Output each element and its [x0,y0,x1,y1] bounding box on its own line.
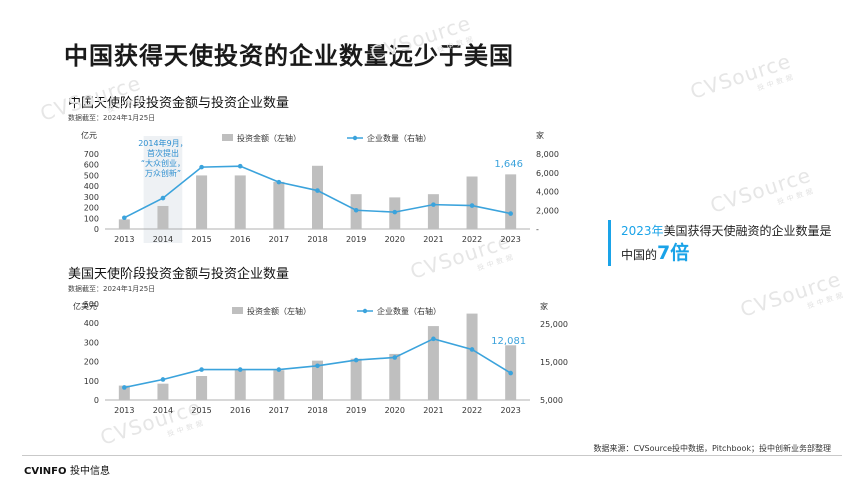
callout-multiple: 7倍 [657,242,689,264]
chart2-x-tick: 2014 [153,406,173,415]
chart2-point [315,364,320,369]
chart2-bar [389,354,400,400]
chart2-x-tick: 2017 [269,406,289,415]
chart2-point [470,347,475,352]
chart2-x-tick: 2015 [191,406,211,415]
chart2-bar [467,314,478,400]
chart2-bar [351,359,362,400]
chart2-point [199,367,204,372]
chart2-svg: 亿美元 家 0 100 200 300 400 500 5,000 15,000 25,000 12,… [0,0,600,430]
chart2-point [392,355,397,360]
chart2-left-tick: 300 [84,338,99,347]
footer-logo: CVINFO 投中信息 [24,462,110,477]
chart2-point [161,377,166,382]
chart2-bar [235,369,246,400]
chart2-x-tick: 2023 [501,406,521,415]
footer-divider [22,455,842,456]
chart2-left-tick: 200 [84,358,99,367]
chart2-left-tick: 500 [84,300,99,309]
chart2-point [508,371,513,376]
chart2-x-tick: 2018 [307,406,327,415]
chart2-point [238,367,243,372]
chart2-right-tick: 5,000 [540,396,563,405]
chart2-x-tick: 2019 [346,406,366,415]
watermark: CVSource 投中数据 [687,49,797,114]
chart2-point-label: 12,081 [491,336,526,347]
chart2-legend-line-dot [363,309,367,313]
callout-year: 2023年 [621,224,664,238]
chart2-x-tick: 2020 [385,406,405,415]
chart2-point [277,367,282,372]
chart2-point [431,337,436,342]
callout-text: 美国获得天使融资的企业数量是 [664,224,832,238]
chart2-x-tick: 2013 [114,406,134,415]
chart2-right-tick: 15,000 [540,358,568,367]
chart2-point [354,358,359,363]
chart2-right-tick: 25,000 [540,320,568,329]
chart2-left-tick: 100 [84,377,99,386]
chart2-legend-bar-swatch [232,307,243,314]
chart2-right-unit: 家 [540,301,548,311]
chart2-x-tick: 2021 [423,406,443,415]
chart2-left-tick: 400 [84,319,99,328]
chart2-legend-line-label: 企业数量（右轴） [377,306,441,316]
chart2-left-tick: 0 [94,396,99,405]
watermark: CVSource 投中数据 [707,163,817,228]
chart2-bar [196,376,207,400]
chart2-point [122,385,127,390]
watermark: CVSource 投中数据 [737,267,847,332]
chart2-legend-bar-label: 投资金额（左轴） [247,306,311,316]
chart2-bar [273,370,284,400]
chart2-x-tick: 2016 [230,406,250,415]
chart2-x-tick: 2022 [462,406,482,415]
callout-box: 2023年美国获得天使融资的企业数量是 中国的7倍 [608,220,851,266]
source-note: 数据来源：CVSource投中数据，Pitchbook；投中创新业务部整理 [593,443,831,454]
callout-text2: 中国的 [621,248,657,262]
chart2-bar [157,384,168,400]
